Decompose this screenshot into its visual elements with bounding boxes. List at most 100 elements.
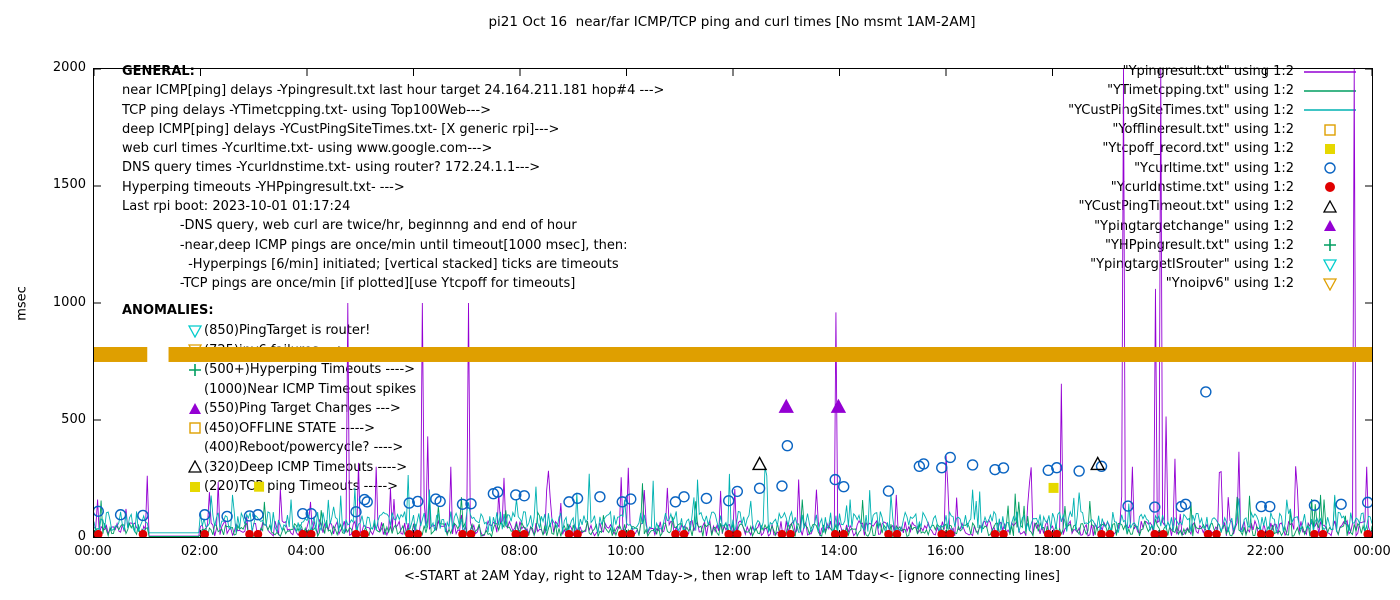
- legend-label: "Yofflineresult.txt" using 1:2: [1112, 122, 1294, 138]
- general-lines: near ICMP[ping] delays -Ypingresult.txt …: [122, 81, 664, 293]
- general-notes: GENERAL: near ICMP[ping] delays -Ypingre…: [122, 62, 664, 294]
- legend-label: "Ypingtargetchange" using 1:2: [1094, 218, 1294, 234]
- legend-label: "Ycurldnstime.txt" using 1:2: [1110, 179, 1294, 195]
- circle-open-marker: [1300, 161, 1360, 175]
- y-tick-label: 2000: [52, 60, 86, 75]
- anomaly-row: (850)PingTarget is router!: [188, 321, 416, 341]
- anomaly-text: (550)Ping Target Changes --->: [204, 401, 401, 417]
- tri-up-open-icon: [188, 460, 204, 474]
- x-tick-label: 00:00: [74, 544, 112, 559]
- line-marker: [1300, 103, 1360, 117]
- legend-row: "YCustPingTimeout.txt" using 1:2: [1068, 197, 1360, 216]
- tri-up-filled-icon: [188, 402, 204, 416]
- anomaly-notes: ANOMALIES: (850)PingTarget is router! (72…: [122, 301, 416, 497]
- y-tick-label: 1500: [52, 177, 86, 193]
- x-tick-label: 08:00: [500, 544, 539, 559]
- legend-row: "Ycurltime.txt" using 1:2: [1068, 158, 1360, 177]
- icon-spacer: [188, 441, 204, 455]
- anomaly-row: (220)TCP ping Timeouts ----->: [188, 477, 416, 497]
- general-note-line: web curl times -Ycurltime.txt- using www…: [122, 141, 493, 157]
- x-tick-label: 04:00: [287, 544, 325, 559]
- general-note-line: TCP ping delays -YTimetcpping.txt- using…: [122, 102, 492, 118]
- anomalies-header: ANOMALIES:: [122, 303, 214, 318]
- legend-label: "Ynoipv6" using 1:2: [1165, 276, 1294, 292]
- y-tick-label: 0: [77, 529, 86, 544]
- general-header: GENERAL:: [122, 64, 195, 79]
- legend-row: "Ypingresult.txt" using 1:2: [1068, 62, 1360, 81]
- legend-row: "Ycurldnstime.txt" using 1:2: [1068, 178, 1360, 197]
- tri-up-open-marker: [1300, 199, 1360, 214]
- general-note-line: -near,deep ICMP pings are once/min until…: [122, 237, 628, 253]
- tri-down-open-icon: [188, 324, 204, 338]
- square-open-marker: [1300, 123, 1360, 137]
- x-tick-label: 12:00: [713, 544, 752, 559]
- legend-label: "YCustPingSiteTimes.txt" using 1:2: [1068, 102, 1294, 118]
- general-note-line: deep ICMP[ping] delays -YCustPingSiteTim…: [122, 121, 560, 137]
- anomaly-row: (1000)Near ICMP Timeout spikes: [188, 380, 416, 400]
- legend-row: "Yofflineresult.txt" using 1:2: [1068, 120, 1360, 139]
- x-tick-label: 16:00: [926, 544, 965, 559]
- legend-row: "Ynoipv6" using 1:2: [1068, 274, 1360, 293]
- legend-label: "YCustPingTimeout.txt" using 1:2: [1078, 199, 1294, 215]
- x-tick-label: 18:00: [1033, 544, 1071, 559]
- legend-label: "YHPpingresult.txt" using 1:2: [1105, 237, 1294, 253]
- general-note-line: -Hyperpings [6/min] initiated; [vertical…: [122, 256, 619, 272]
- circle-filled-marker: [1300, 180, 1360, 194]
- anomaly-text: (500+)Hyperping Timeouts ---->: [204, 362, 416, 378]
- general-note-line: -DNS query, web curl are twice/hr, begin…: [122, 218, 577, 234]
- legend-row: "YHPpingresult.txt" using 1:2: [1068, 236, 1360, 255]
- x-tick-label: 14:00: [820, 544, 858, 559]
- chart-title: pi21 Oct 16 near/far ICMP/TCP ping and c…: [488, 14, 976, 30]
- line-marker: [1300, 84, 1360, 98]
- x-tick-label: 20:00: [1140, 544, 1178, 559]
- x-tick-label: 10:00: [607, 544, 645, 559]
- legend-row: "Ypingtargetchange" using 1:2: [1068, 216, 1360, 235]
- anomaly-text: (1000)Near ICMP Timeout spikes: [204, 381, 417, 397]
- y-tick-label: 1000: [52, 294, 86, 310]
- anomaly-text: (850)PingTarget is router!: [204, 323, 371, 339]
- square-open-icon: [188, 421, 204, 435]
- anomaly-text: (320)Deep ICMP Timeouts ---->: [204, 459, 408, 475]
- square-filled-icon: [188, 480, 204, 494]
- plus-marker: [1300, 238, 1360, 252]
- x-axis-caption: <-START at 2AM Yday, right to 12AM Tday-…: [404, 569, 1060, 584]
- anomaly-row: (725)ipv6 failures --->: [188, 341, 416, 361]
- general-note-line: DNS query times -Ycurldnstime.txt- using…: [122, 160, 541, 176]
- x-tick-label: 22:00: [1246, 544, 1285, 559]
- x-tick-label: 00:00: [1353, 544, 1391, 559]
- icon-spacer: [188, 382, 204, 396]
- x-tick-label: 06:00: [394, 544, 432, 559]
- tri-down-open-marker: [1300, 258, 1360, 272]
- tri-down-open-icon: [188, 343, 204, 358]
- legend-label: "Ycurltime.txt" using 1:2: [1134, 160, 1294, 176]
- general-note-line: Last rpi boot: 2023-10-01 01:17:24: [122, 199, 351, 215]
- anomaly-text: (725)ipv6 failures --->: [204, 342, 348, 358]
- square-filled-marker: [1300, 142, 1360, 156]
- legend-row: "YCustPingSiteTimes.txt" using 1:2: [1068, 101, 1360, 120]
- legend-row: "YTimetcpping.txt" using 1:2: [1068, 81, 1360, 100]
- legend-row: "Ytcpoff_record.txt" using 1:2: [1068, 139, 1360, 158]
- x-tick-label: 02:00: [180, 544, 219, 559]
- anomaly-text: (400)Reboot/powercycle? ---->: [204, 440, 404, 456]
- y-tick-label: 500: [61, 411, 86, 427]
- legend-label: "Ytcpoff_record.txt" using 1:2: [1102, 141, 1294, 157]
- general-note-line: -TCP pings are once/min [if plotted][use…: [122, 276, 576, 292]
- anomaly-row: (320)Deep ICMP Timeouts ---->: [188, 458, 416, 478]
- anomaly-text: (220)TCP ping Timeouts ----->: [204, 479, 399, 495]
- anomaly-row: (500+)Hyperping Timeouts ---->: [188, 360, 416, 380]
- anomaly-text: (450)OFFLINE STATE ----->: [204, 420, 375, 436]
- legend-label: "Ypingresult.txt" using 1:2: [1122, 64, 1294, 80]
- tri-down-open-marker: [1300, 277, 1360, 291]
- anomaly-row: (450)OFFLINE STATE ----->: [188, 419, 416, 439]
- legend-label: "YpingtargetISrouter" using 1:2: [1090, 257, 1294, 273]
- general-note-line: Hyperping timeouts -YHPpingresult.txt- -…: [122, 179, 405, 195]
- tri-up-filled-marker: [1300, 219, 1360, 233]
- y-axis-label: msec: [14, 286, 30, 321]
- legend-row: "YpingtargetISrouter" using 1:2: [1068, 255, 1360, 274]
- legend-label: "YTimetcpping.txt" using 1:2: [1107, 83, 1294, 99]
- anomaly-row: (550)Ping Target Changes --->: [188, 399, 416, 419]
- general-note-line: near ICMP[ping] delays -Ypingresult.txt …: [122, 83, 665, 99]
- line-marker: [1300, 65, 1360, 79]
- anomaly-rows: (850)PingTarget is router! (725)ipv6 fail…: [122, 321, 416, 497]
- plus-icon: [188, 363, 204, 377]
